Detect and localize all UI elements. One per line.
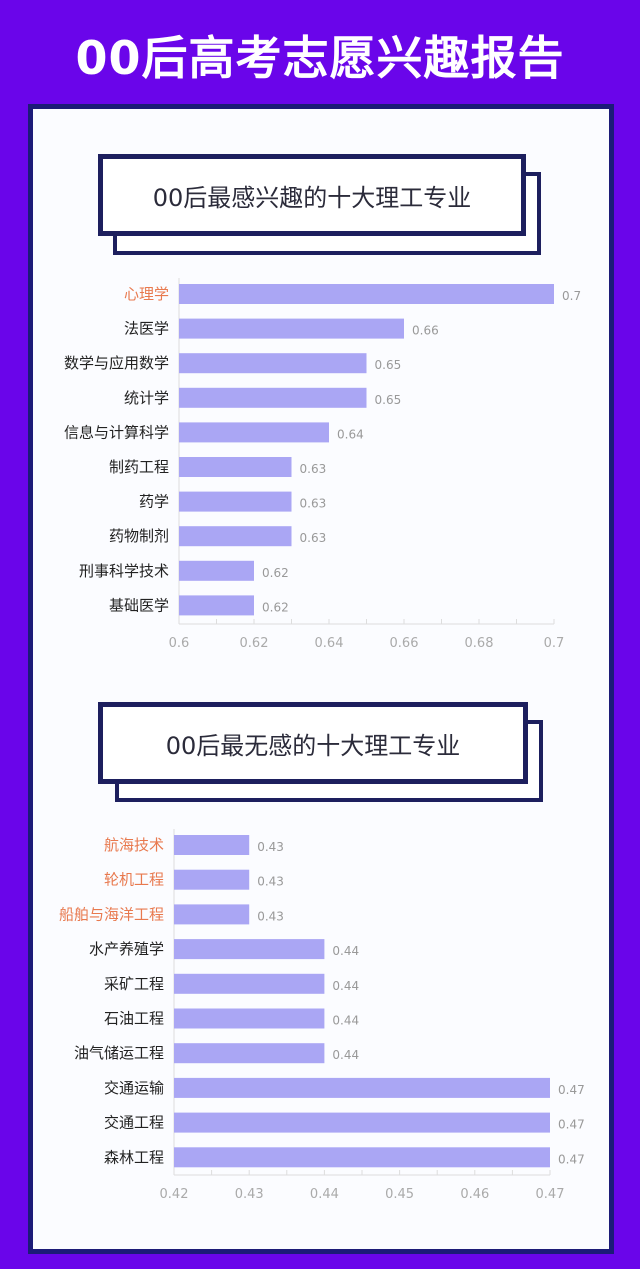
category-label: 交通运输	[104, 1079, 164, 1097]
chart2-title: 00后最无感的十大理工专业	[98, 702, 528, 784]
category-label: 药物制剂	[109, 527, 169, 545]
category-label: 统计学	[124, 389, 169, 407]
category-label: 水产养殖学	[89, 940, 164, 958]
category-label: 石油工程	[104, 1010, 164, 1028]
bar	[179, 387, 367, 408]
category-label: 航海技术	[104, 836, 164, 854]
bar	[174, 869, 250, 890]
category-label: 信息与计算科学	[64, 423, 169, 441]
bar	[179, 422, 329, 443]
category-label: 法医学	[124, 320, 169, 338]
value-label: 0.63	[300, 462, 327, 476]
value-label: 0.62	[262, 600, 289, 614]
value-label: 0.65	[375, 393, 402, 407]
category-label: 森林工程	[104, 1148, 164, 1166]
value-label: 0.63	[300, 497, 327, 511]
bar	[174, 1147, 550, 1168]
value-label: 0.43	[257, 909, 284, 923]
value-label: 0.44	[332, 944, 359, 958]
bar	[179, 526, 292, 547]
value-label: 0.44	[332, 1014, 359, 1028]
chart1-title: 00后最感兴趣的十大理工专业	[98, 154, 526, 236]
x-tick-label: 0.43	[235, 1187, 264, 1202]
x-tick-label: 0.62	[240, 636, 269, 651]
value-label: 0.62	[262, 566, 289, 580]
bar	[174, 904, 250, 925]
x-tick-label: 0.45	[385, 1187, 414, 1202]
category-label: 轮机工程	[104, 871, 164, 889]
x-tick-label: 0.42	[160, 1187, 189, 1202]
bar	[179, 318, 404, 339]
bar	[179, 491, 292, 512]
main-title: 00后高考志愿兴趣报告	[75, 31, 565, 85]
category-label: 交通工程	[104, 1114, 164, 1132]
value-label: 0.47	[558, 1152, 585, 1166]
bar	[179, 560, 254, 581]
bar	[174, 835, 250, 855]
category-label: 基础医学	[109, 596, 169, 614]
bar	[174, 1077, 550, 1098]
category-label: 采矿工程	[104, 975, 164, 993]
value-label: 0.47	[558, 1083, 585, 1097]
category-label: 刑事科学技术	[79, 562, 169, 580]
bar	[174, 1043, 325, 1064]
x-tick-label: 0.46	[460, 1187, 489, 1202]
value-label: 0.44	[332, 1048, 359, 1062]
category-label: 制药工程	[109, 458, 169, 476]
category-label: 油气储运工程	[74, 1044, 164, 1062]
bar	[179, 353, 367, 374]
bar	[179, 284, 554, 304]
category-label: 药学	[139, 493, 169, 511]
value-label: 0.43	[257, 840, 284, 854]
bar	[174, 973, 325, 994]
value-label: 0.44	[332, 979, 359, 993]
value-label: 0.66	[412, 324, 439, 338]
x-tick-label: 0.66	[390, 636, 419, 651]
x-tick-label: 0.47	[536, 1187, 565, 1202]
category-label: 数学与应用数学	[64, 354, 169, 372]
x-tick-label: 0.64	[315, 636, 344, 651]
value-label: 0.65	[375, 358, 402, 372]
x-tick-label: 0.6	[169, 636, 190, 651]
x-tick-label: 0.68	[465, 636, 494, 651]
bar	[174, 1112, 550, 1133]
value-label: 0.7	[562, 289, 581, 303]
value-label: 0.63	[300, 531, 327, 545]
x-tick-label: 0.7	[544, 636, 565, 651]
category-label: 船舶与海洋工程	[59, 905, 164, 923]
bar	[179, 457, 292, 477]
value-label: 0.47	[558, 1118, 585, 1132]
value-label: 0.43	[257, 875, 284, 889]
bar	[174, 1008, 325, 1029]
bar	[174, 939, 325, 960]
category-label: 心理学	[124, 285, 169, 303]
bar	[179, 595, 254, 616]
value-label: 0.64	[337, 427, 364, 441]
x-tick-label: 0.44	[310, 1187, 339, 1202]
